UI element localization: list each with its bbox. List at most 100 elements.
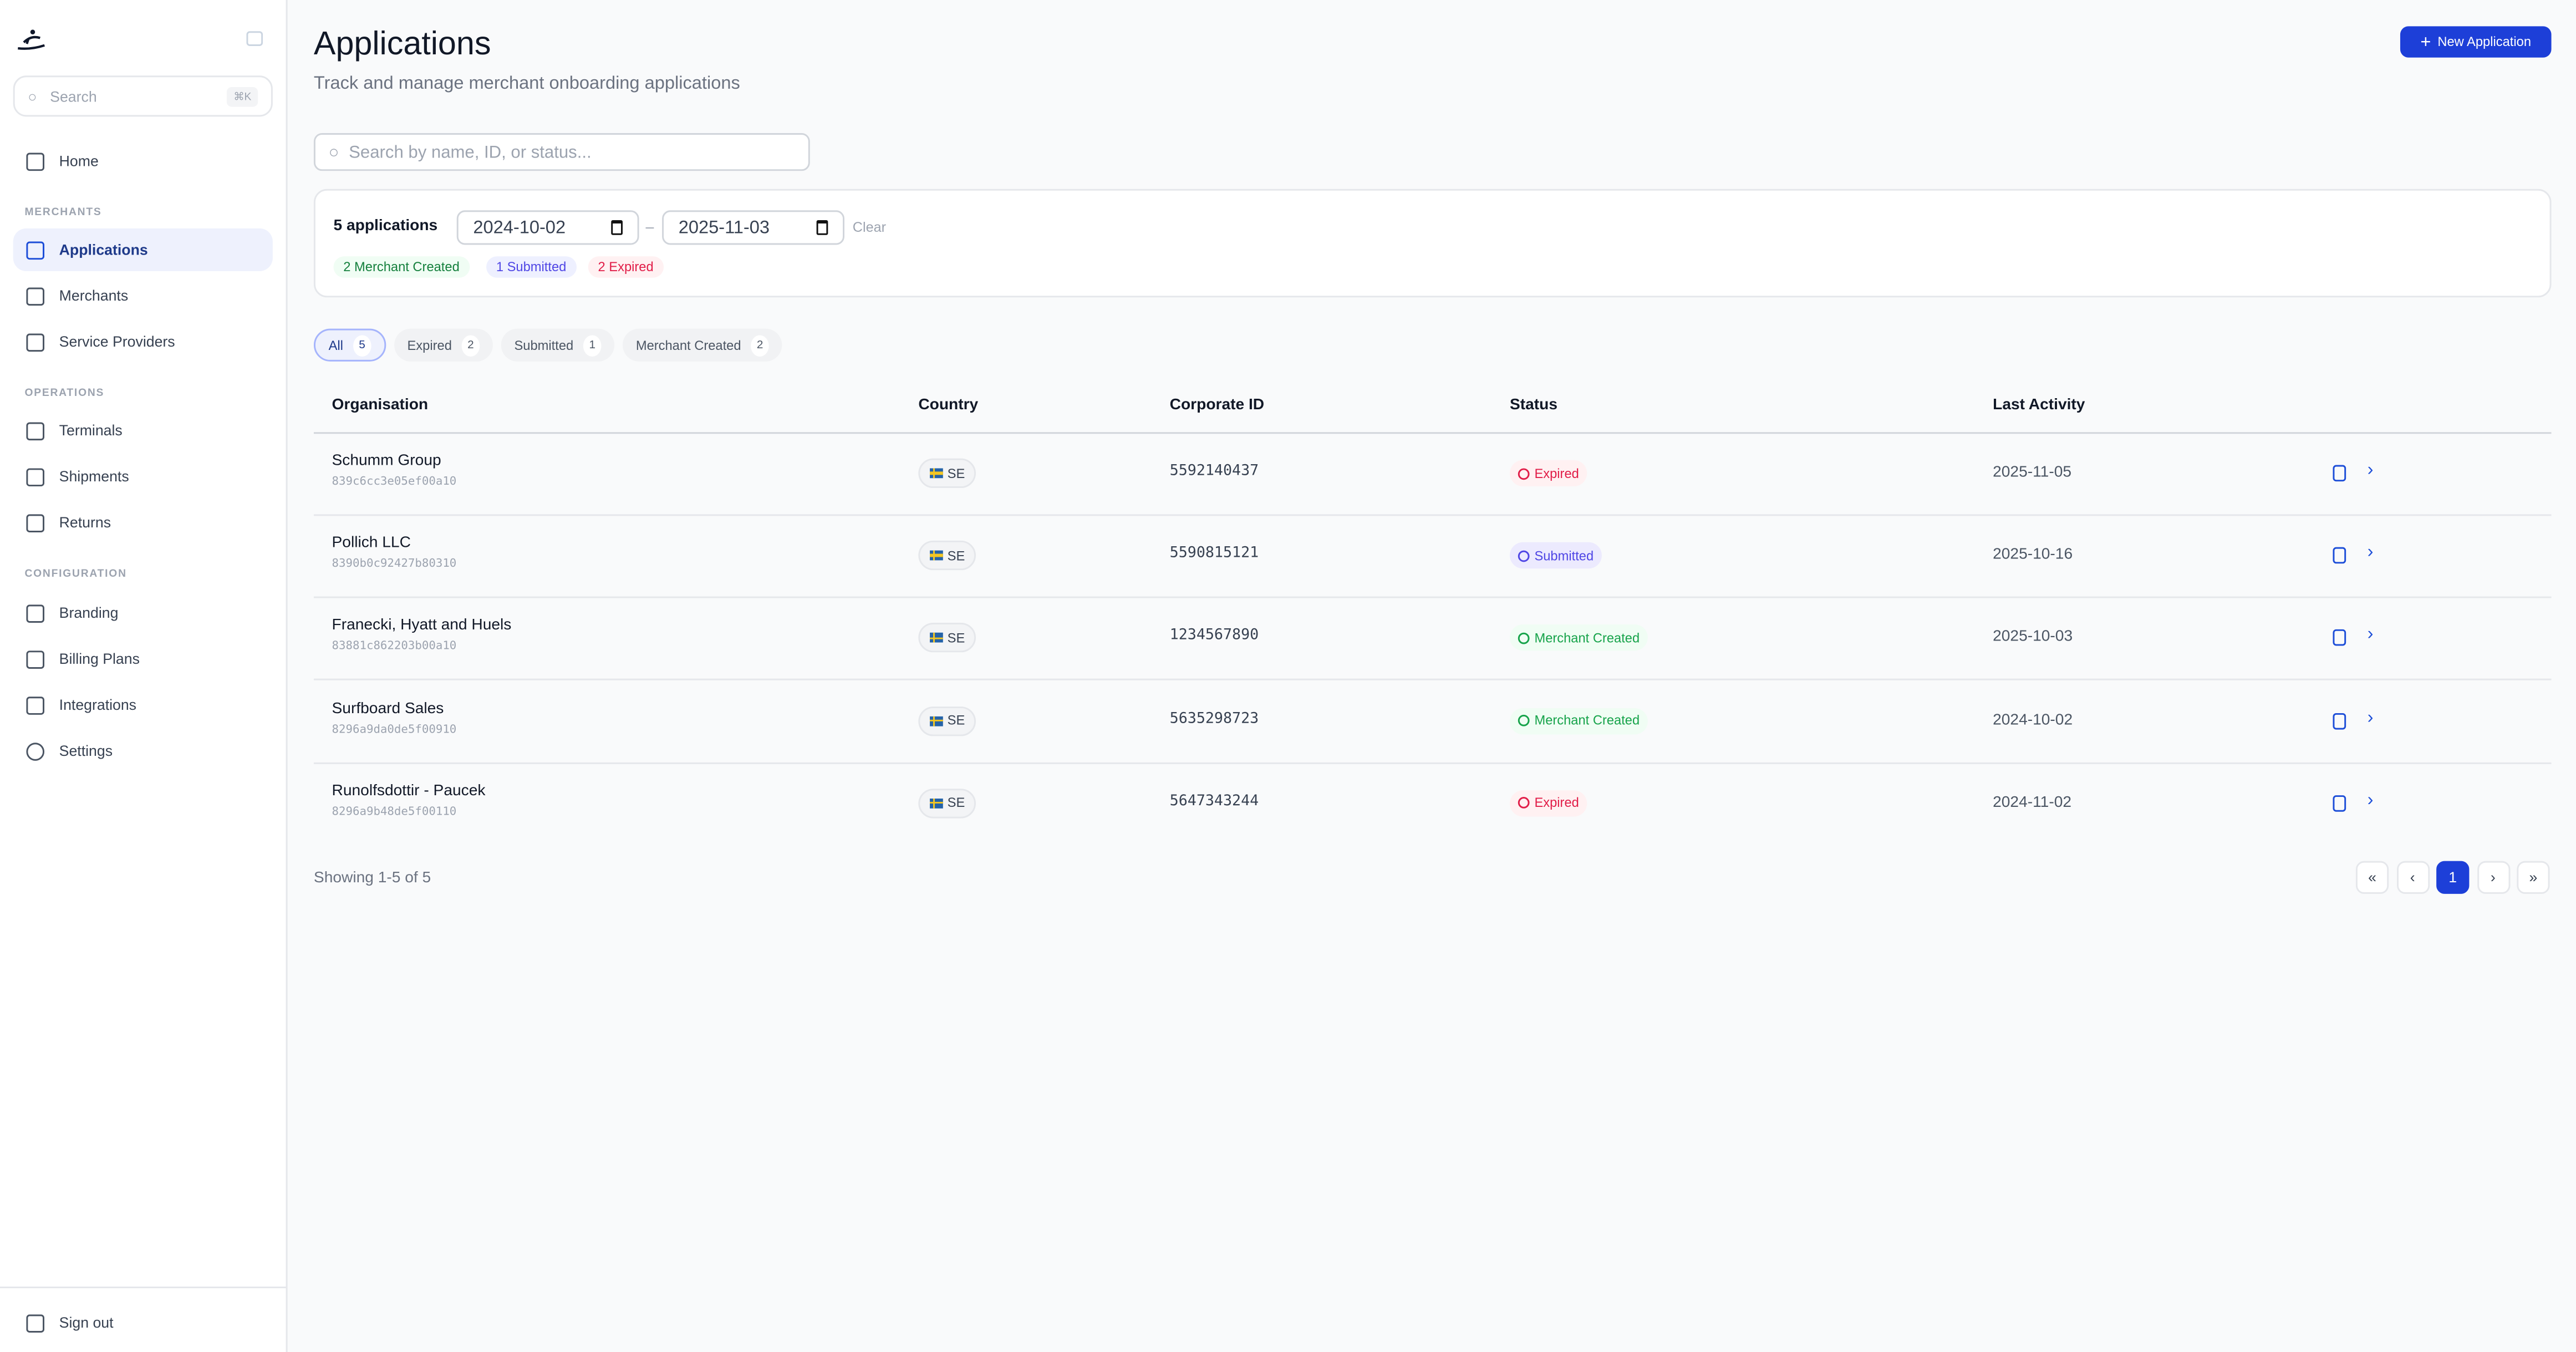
nav-label: Settings <box>59 743 113 759</box>
page-button[interactable]: 1 <box>2436 861 2470 894</box>
sign-out-button[interactable]: Sign out <box>13 1302 273 1344</box>
column-header[interactable]: Country <box>918 396 979 414</box>
chevron-right-icon[interactable]: › <box>2367 707 2374 728</box>
date-to-input[interactable]: 2025-11-03 <box>662 210 844 245</box>
status-label: Expired <box>1534 795 1579 811</box>
clear-button[interactable]: Clear <box>852 218 886 235</box>
tab-expired[interactable]: Expired 2 <box>394 328 493 362</box>
country-badge: SE <box>918 705 976 736</box>
nav-label: Merchants <box>59 287 129 304</box>
date-separator: – <box>645 218 654 235</box>
nav-label: Home <box>59 153 99 170</box>
tab-submitted[interactable]: Submitted 1 <box>501 328 615 362</box>
column-header[interactable]: Corporate ID <box>1169 396 1265 414</box>
summary-submitted: 1 Submitted <box>486 256 577 278</box>
sidebar-item-settings[interactable]: Settings <box>13 730 273 772</box>
sidebar-item-billing-plans[interactable]: Billing Plans <box>13 638 273 680</box>
table-row[interactable]: Pollich LLC 8390b0c92427b80310 SE 559081… <box>314 515 2552 597</box>
chevron-right-icon[interactable]: › <box>2367 460 2374 480</box>
table-row[interactable]: Runolfsdottir - Paucek 8296a9b48de5f0011… <box>314 762 2552 844</box>
row-divider <box>313 597 2552 599</box>
country-code: SE <box>947 466 965 481</box>
chevron-right-icon[interactable]: › <box>2367 625 2374 645</box>
pen-icon <box>26 603 45 622</box>
sidebar-toggle-icon[interactable] <box>246 31 263 46</box>
nav-label: Sign out <box>59 1314 114 1331</box>
clock-icon <box>1518 550 1530 562</box>
section-label: MERCHANTS <box>24 207 102 219</box>
copy-icon[interactable] <box>2333 465 2346 482</box>
first-page-button[interactable]: « <box>2355 861 2389 894</box>
sign-out-icon <box>26 1313 45 1332</box>
page-subtitle: Track and manage merchant onboarding app… <box>313 74 740 94</box>
status-badge: Submitted <box>1509 542 1602 569</box>
copy-icon[interactable] <box>2333 629 2346 647</box>
sidebar-item-applications[interactable]: Applications <box>13 228 273 271</box>
application-id: 8296a9b48de5f00110 <box>332 805 457 818</box>
sidebar-item-terminals[interactable]: Terminals <box>13 409 273 452</box>
date-from-input[interactable]: 2024-10-02 <box>456 210 639 245</box>
nav-label: Integrations <box>59 697 137 713</box>
organisation-name: Surfboard Sales <box>332 699 444 718</box>
column-header[interactable]: Organisation <box>332 396 429 414</box>
application-id: 83881c862203b00a10 <box>332 639 457 653</box>
table-row[interactable]: Schumm Group 839c6cc3e05ef00a10 SE 55921… <box>314 432 2552 514</box>
country-code: SE <box>947 548 965 563</box>
gear-icon <box>26 741 45 760</box>
column-header[interactable]: Status <box>1509 396 1558 414</box>
sidebar-item-merchants[interactable]: Merchants <box>13 275 273 317</box>
sidebar-item-shipments[interactable]: Shipments <box>13 455 273 498</box>
tab-count: 1 <box>583 334 602 356</box>
copy-icon[interactable] <box>2333 712 2346 729</box>
sidebar-item-returns[interactable]: Returns <box>13 501 273 544</box>
status-badge: Expired <box>1509 460 1587 487</box>
search-placeholder: Search by name, ID, or status... <box>349 142 592 162</box>
sweden-flag-icon <box>929 468 943 479</box>
country-badge: SE <box>918 623 976 653</box>
column-header[interactable]: Last Activity <box>1993 396 2085 414</box>
country-badge: SE <box>918 788 976 818</box>
last-page-button[interactable]: » <box>2517 861 2550 894</box>
table-row[interactable]: Surfboard Sales 8296a9da0de5f00910 SE 56… <box>314 679 2552 761</box>
last-activity: 2024-11-02 <box>1993 793 2072 812</box>
copy-icon[interactable] <box>2333 547 2346 564</box>
sidebar-item-service-providers[interactable]: Service Providers <box>13 321 273 363</box>
shortcut-badge: ⌘K <box>227 86 258 106</box>
calendar-icon[interactable] <box>816 220 828 235</box>
tab-label: Expired <box>407 337 452 353</box>
section-label: OPERATIONS <box>24 388 105 400</box>
status-label: Merchant Created <box>1534 713 1640 728</box>
search-input[interactable]: ○ Search by name, ID, or status... <box>313 133 810 171</box>
tab-count: 5 <box>353 334 371 356</box>
calendar-icon[interactable] <box>611 220 623 235</box>
table-row[interactable]: Franecki, Hyatt and Huels 83881c862203b0… <box>314 597 2552 679</box>
last-activity: 2025-10-03 <box>1993 628 2073 647</box>
copy-icon[interactable] <box>2333 795 2346 812</box>
new-application-button[interactable]: + New Application <box>2400 26 2552 58</box>
sidebar-search[interactable]: ○ Search ⌘K <box>13 75 273 117</box>
sidebar-item-branding[interactable]: Branding <box>13 592 273 634</box>
corporate-id: 5590815121 <box>1169 546 1259 562</box>
sweden-flag-icon <box>929 715 943 726</box>
status-badge: Expired <box>1509 790 1587 817</box>
store-icon <box>26 287 45 305</box>
tab-merchant-created[interactable]: Merchant Created 2 <box>623 328 782 362</box>
prev-page-button[interactable]: ‹ <box>2396 861 2429 894</box>
logo-icon <box>18 29 45 50</box>
chevron-right-icon[interactable]: › <box>2367 542 2374 562</box>
organisation-name: Schumm Group <box>332 451 441 470</box>
terminal-icon <box>26 421 45 440</box>
sidebar-item-home[interactable]: Home <box>13 140 273 182</box>
chevron-right-icon[interactable]: › <box>2367 790 2374 810</box>
row-divider <box>313 679 2552 681</box>
grid-icon <box>26 695 45 714</box>
summary-merchant-created: 2 Merchant Created <box>333 256 470 278</box>
next-page-button[interactable]: › <box>2476 861 2509 894</box>
button-label: New Application <box>2437 34 2532 49</box>
sidebar-item-integrations[interactable]: Integrations <box>13 684 273 726</box>
corporate-id: 5647343244 <box>1169 793 1259 810</box>
search-icon: ○ <box>28 88 37 105</box>
filter-card: 5 applications 2024-10-02 – 2025-11-03 C… <box>313 189 2552 298</box>
check-circle-icon <box>1518 632 1530 644</box>
tab-all[interactable]: All 5 <box>313 328 386 362</box>
